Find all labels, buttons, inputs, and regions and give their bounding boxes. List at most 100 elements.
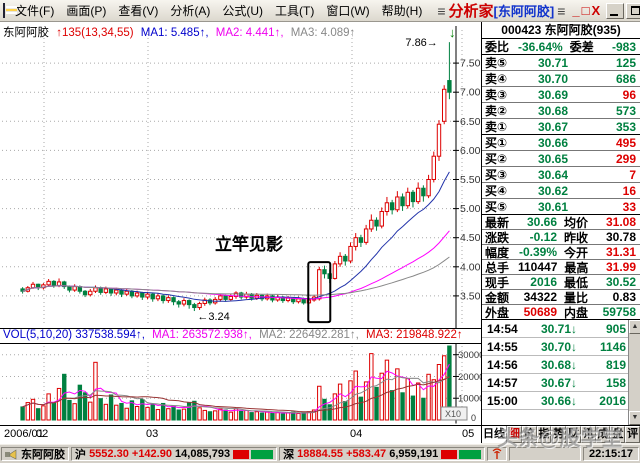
tick-row: 14:54 30.71↓ 905	[482, 320, 640, 338]
stock-code-header: 000423 东阿阿胶(935)	[482, 22, 640, 39]
sh-up-block	[251, 449, 274, 459]
time-axis: 2006/01 02 03 04 05	[0, 425, 481, 444]
tab-news[interactable]: 讯	[580, 426, 596, 443]
sh-change-value: +142.90	[131, 448, 172, 460]
chart-stock-name: 东阿阿胶	[3, 27, 49, 39]
stats-row-latest: 最新 30.66 均价 31.08	[482, 215, 640, 230]
menu-analysis[interactable]: 分析(A)	[170, 4, 211, 18]
svg-text:立竿见影: 立竿见影	[215, 234, 283, 254]
svg-text:30000: 30000	[458, 350, 481, 361]
svg-text:10000: 10000	[458, 394, 481, 405]
ask-row-1: 卖① 30.67 353	[482, 119, 640, 135]
tab-finance[interactable]: 财	[566, 426, 581, 443]
svg-text:0: 0	[471, 413, 476, 423]
price-volume-chart: 7.50 7.00 6.50 6.00 5.50 5.00 4.50 4.00 3.50 3000…	[0, 26, 481, 425]
tab-detail[interactable]: 细	[507, 426, 522, 443]
vol-ma3-value: MA3: 219848.922↑	[366, 329, 463, 341]
ma2-value: MA2: 4.441↑,	[215, 27, 284, 39]
sh-volume-value: 14,085,793	[175, 448, 231, 460]
tick-row: 15:00 30.66↓ 2016	[482, 392, 640, 410]
bid-row-2: 买② 30.65 299	[482, 151, 640, 167]
connection-cell	[487, 447, 508, 461]
scroll-down-icon[interactable]: ▼	[629, 411, 640, 425]
tick-row: 14:57 30.67↓ 158	[482, 374, 640, 392]
stats-row-change: 涨跌 -0.12 昨收 30.78	[482, 230, 640, 245]
svg-text:5.00: 5.00	[460, 203, 481, 215]
svg-text:20000: 20000	[458, 372, 481, 383]
inner-window-controls[interactable]: _□X	[572, 3, 603, 18]
menu-view[interactable]: 查看(V)	[118, 4, 159, 18]
speaker-icon	[5, 448, 17, 459]
menu-window[interactable]: 窗口(W)	[326, 4, 370, 18]
weicha-label: 委差	[569, 40, 594, 54]
scroll-latest-icon[interactable]: ↓	[449, 25, 456, 40]
stock-quick-button[interactable]: 东阿阿胶	[1, 447, 69, 461]
tab-index[interactable]: 指	[536, 426, 552, 443]
menu-file[interactable]: 文件(F)	[15, 4, 55, 18]
weibi-row: 委比 -36.64% 委差 -983	[482, 39, 640, 55]
sz-volume-value: 6,959,191	[389, 448, 439, 460]
month-label: 04	[350, 428, 363, 440]
month-label: 03	[146, 428, 159, 440]
month-label: 05	[462, 428, 475, 440]
stats-row-curvol: 现手 2016 最低 30.52	[482, 275, 640, 290]
scroll-up-icon[interactable]: ▲	[629, 320, 640, 334]
svg-text:X10: X10	[445, 409, 461, 419]
sz-change-value: +583.47	[346, 448, 387, 460]
tick-row: 14:55 30.70↓ 1146	[482, 338, 640, 356]
sz-label: 深	[283, 449, 295, 461]
menu-tools[interactable]: 工具(T)	[275, 4, 315, 18]
status-clock: 22:15:17	[583, 447, 639, 461]
svg-text:4.50: 4.50	[460, 232, 481, 244]
tab-market[interactable]: 盘	[610, 426, 626, 443]
sh-down-block	[233, 449, 250, 459]
month-label: 02	[36, 428, 49, 440]
menu-screen[interactable]: 画面(P)	[66, 4, 107, 18]
tick-list: 14:54 30.71↓ 905 14:55 30.70↓ 1146 14:56…	[482, 320, 640, 426]
ask-row-3: 卖③ 30.69 96	[482, 87, 640, 103]
quote-panel: 000423 东阿阿胶(935) 委比 -36.64% 委差 -983 卖⑤ 3…	[481, 22, 640, 443]
period-label[interactable]: 日线	[482, 426, 507, 443]
indicator-header: 东阿阿胶 ↑135(13,34,55) MA1: 5.485↑, MA2: 4.…	[3, 24, 359, 40]
sz-down-block	[441, 449, 458, 459]
stats-row-range: 幅度 -0.39% 今开 31.31	[482, 245, 640, 260]
bid-row-4: 买④ 30.62 16	[482, 183, 640, 199]
svg-text:5.50: 5.50	[460, 174, 481, 186]
weibi-label: 委比	[485, 40, 510, 54]
document-title: [东阿阿胶]	[493, 4, 555, 19]
menu-help[interactable]: 帮助(H)	[381, 4, 423, 18]
minimize-button[interactable]	[606, 2, 625, 19]
sz-up-block	[459, 449, 482, 459]
chart-region: 东阿阿胶 ↑135(13,34,55) MA1: 5.485↑, MA2: 4.…	[0, 22, 481, 444]
sh-index-value: 5552.30	[89, 448, 129, 460]
stats-row-totalvol: 总手 110447 最高 31.99	[482, 260, 640, 275]
ma1-value: MA1: 5.485↑,	[140, 27, 209, 39]
bid-row-1: 买① 30.66 495	[482, 135, 640, 151]
tick-scrollbar[interactable]: ▲ ▼	[628, 320, 640, 425]
month-label: 2006/01	[4, 428, 44, 440]
svg-text:7.00: 7.00	[460, 87, 481, 99]
vol-ma2-value: MA2: 226492.281↑,	[259, 329, 359, 341]
tab-deals[interactable]: 成	[595, 426, 611, 443]
ask-row-4: 卖④ 30.70 686	[482, 71, 640, 87]
ask-row-5: 卖⑤ 30.71 125	[482, 55, 640, 71]
ma3-value: MA3: 4.089↑	[290, 27, 356, 39]
tab-price[interactable]: 价	[521, 426, 537, 443]
menu-formula[interactable]: 公式(U)	[222, 4, 263, 18]
svg-text:3.50: 3.50	[460, 290, 481, 302]
shanghai-index-cell: 沪 5552.30 +142.90 14,085,793	[71, 447, 278, 461]
svg-text:4.00: 4.00	[460, 261, 481, 273]
stats-row-waipan: 外盘 50689 内盘 59758	[482, 305, 640, 320]
tab-review[interactable]: 评	[625, 426, 640, 443]
volume-header: VOL(5,10,20) 337538.594↑, MA1: 263572.93…	[0, 328, 481, 344]
status-spacer	[509, 447, 581, 461]
weicha-value: -983	[611, 39, 636, 54]
restore-button[interactable]	[626, 2, 640, 19]
brand-deco-lines: ≡	[557, 2, 566, 19]
status-bar: 东阿阿胶 沪 5552.30 +142.90 14,085,793 深 1888…	[0, 443, 640, 463]
tick-row: 14:56 30.68↓ 819	[482, 356, 640, 374]
vol-value: VOL(5,10,20) 337538.594↑,	[3, 329, 145, 341]
shenzhen-index-cell: 深 18884.55 +583.47 6,959,191	[279, 447, 486, 461]
sh-label: 沪	[75, 449, 86, 461]
tab-trend[interactable]: 势	[551, 426, 567, 443]
